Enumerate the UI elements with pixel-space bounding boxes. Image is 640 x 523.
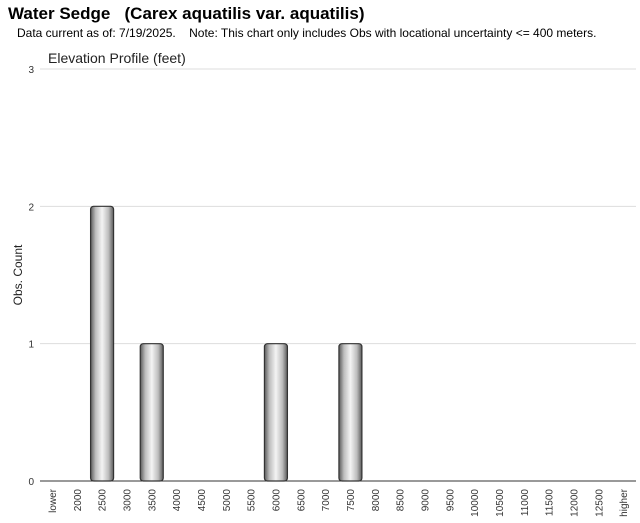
- x-tick-label-6500: 6500: [296, 489, 307, 512]
- x-tick-label-4000: 4000: [172, 489, 183, 512]
- x-tick-label-2000: 2000: [73, 489, 84, 512]
- x-tick-label-6000: 6000: [271, 489, 282, 512]
- bar-3500: [139, 343, 164, 482]
- x-tick-label-11000: 11000: [520, 489, 531, 517]
- x-tick-label-10000: 10000: [470, 489, 481, 517]
- bar-6000: [263, 343, 289, 482]
- x-tick-label-8000: 8000: [371, 489, 382, 512]
- x-tick-label-8500: 8500: [396, 489, 407, 512]
- bar-7500: [338, 343, 363, 482]
- x-tick-label-7000: 7000: [321, 489, 332, 512]
- x-tick-label-4500: 4500: [197, 489, 208, 512]
- x-tick-label-5000: 5000: [222, 489, 233, 512]
- y-axis-label: Obs. Count: [11, 244, 25, 305]
- x-tick-label-12500: 12500: [594, 489, 605, 517]
- x-tick-label-3000: 3000: [122, 489, 133, 512]
- x-tick-label-lower: lower: [48, 488, 59, 513]
- chart-title: Elevation Profile (feet): [48, 50, 186, 66]
- y-tick-label-2: 2: [28, 202, 34, 213]
- x-tick-label-12000: 12000: [569, 489, 580, 517]
- x-tick-label-7500: 7500: [346, 489, 357, 512]
- x-tick-label-5500: 5500: [247, 489, 258, 512]
- x-tick-label-2500: 2500: [98, 489, 109, 512]
- y-tick-label-0: 0: [28, 477, 34, 488]
- x-tick-label-3500: 3500: [147, 489, 158, 512]
- page-title: Water Sedge (Carex aquatilis var. aquati…: [8, 4, 365, 23]
- x-tick-label-9500: 9500: [445, 489, 456, 512]
- bar-2500: [89, 205, 115, 482]
- x-tick-label-10500: 10500: [495, 489, 506, 517]
- x-tick-label-higher: higher: [619, 488, 630, 516]
- y-tick-label-1: 1: [28, 340, 34, 351]
- x-tick-label-9000: 9000: [420, 489, 431, 512]
- data-note: Data current as of: 7/19/2025. Note: Thi…: [17, 26, 597, 40]
- x-tick-label-11500: 11500: [545, 489, 556, 517]
- y-tick-label-3: 3: [28, 65, 34, 76]
